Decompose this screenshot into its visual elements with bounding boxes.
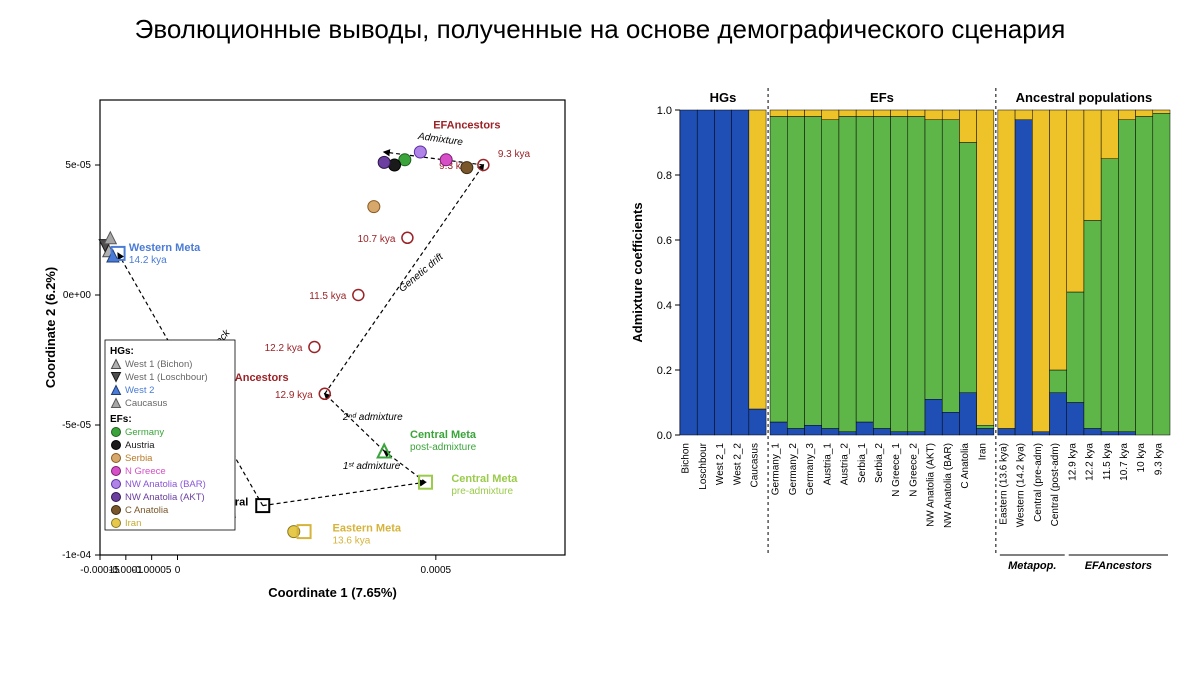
- svg-text:EFAncestors: EFAncestors: [433, 120, 500, 132]
- svg-text:West 1 (Loschbour): West 1 (Loschbour): [125, 372, 208, 383]
- svg-text:West 1 (Bichon): West 1 (Bichon): [125, 359, 192, 370]
- svg-text:Serbia_2: Serbia_2: [874, 443, 885, 483]
- svg-text:C Anatolia: C Anatolia: [125, 505, 169, 516]
- svg-text:Admixture coefficients: Admixture coefficients: [630, 202, 645, 342]
- svg-text:9.3 kya: 9.3 kya: [1153, 443, 1164, 476]
- scatter-panel: -0.00015-0.0001-0.0000500.0005-1e-04-5e-…: [25, 80, 585, 610]
- svg-text:0.8: 0.8: [657, 170, 672, 182]
- svg-text:West 2_2: West 2_2: [732, 443, 743, 485]
- svg-text:0.2: 0.2: [657, 365, 672, 377]
- svg-text:0e+00: 0e+00: [63, 290, 92, 301]
- svg-text:Eastern (13.6 kya): Eastern (13.6 kya): [998, 443, 1009, 525]
- svg-text:Serbia: Serbia: [125, 453, 153, 464]
- svg-text:N Greece_1: N Greece_1: [891, 443, 902, 497]
- svg-text:pre-admixture: pre-admixture: [451, 486, 513, 497]
- svg-text:Austria: Austria: [125, 440, 155, 451]
- svg-text:0: 0: [175, 565, 181, 576]
- svg-text:0.4: 0.4: [657, 300, 672, 312]
- svg-text:12.2 kya: 12.2 kya: [1085, 443, 1096, 481]
- svg-text:Ancestral populations: Ancestral populations: [1016, 90, 1153, 105]
- svg-text:11.5 kya: 11.5 kya: [1102, 443, 1113, 480]
- svg-text:post-admixture: post-admixture: [410, 442, 477, 453]
- svg-text:N Greece_2: N Greece_2: [908, 443, 919, 497]
- svg-text:-1e-04: -1e-04: [62, 550, 91, 561]
- svg-text:1.0: 1.0: [657, 105, 672, 117]
- svg-text:0.0: 0.0: [657, 430, 672, 442]
- svg-text:Central (pre-adm): Central (pre-adm): [1033, 443, 1044, 522]
- svg-text:Eastern Meta: Eastern Meta: [333, 523, 402, 535]
- svg-text:2ⁿᵈ admixture: 2ⁿᵈ admixture: [342, 412, 403, 423]
- svg-text:12.9 kya: 12.9 kya: [275, 390, 313, 401]
- svg-text:C Anatolia: C Anatolia: [960, 443, 971, 489]
- svg-text:HGs: HGs: [710, 90, 737, 105]
- svg-text:Austria_2: Austria_2: [840, 443, 851, 486]
- admixture-svg: 0.0 0.2 0.4 0.6 0.8 1.0 Admixture coefficients…: [625, 80, 1180, 610]
- svg-text:13.6 kya: 13.6 kya: [333, 536, 371, 547]
- svg-text:11.5 kya: 11.5 kya: [309, 291, 346, 302]
- page-title: Эволюционные выводы, полученные на основ…: [0, 14, 1200, 45]
- svg-text:N Greece: N Greece: [125, 466, 166, 477]
- svg-text:NW Anatolia (BAR): NW Anatolia (BAR): [943, 443, 954, 528]
- svg-text:10.7 kya: 10.7 kya: [1119, 443, 1130, 481]
- svg-text:Germany_3: Germany_3: [805, 443, 816, 496]
- svg-text:EFAncestors: EFAncestors: [1085, 560, 1152, 572]
- svg-text:Germany: Germany: [125, 427, 164, 438]
- svg-text:1ˢᵗ admixture: 1ˢᵗ admixture: [343, 461, 401, 472]
- svg-text:Serbia_1: Serbia_1: [857, 443, 868, 483]
- svg-text:NW Anatolia (AKT): NW Anatolia (AKT): [125, 492, 205, 503]
- admixture-panel: 0.0 0.2 0.4 0.6 0.8 1.0 Admixture coefficients…: [625, 80, 1180, 610]
- svg-text:Austria_1: Austria_1: [822, 443, 833, 486]
- svg-text:Central Meta: Central Meta: [410, 429, 477, 441]
- scatter-svg: -0.00015-0.0001-0.0000500.0005-1e-04-5e-…: [25, 80, 585, 610]
- svg-text:5e-05: 5e-05: [65, 160, 91, 171]
- svg-text:10.7 kya: 10.7 kya: [358, 234, 396, 245]
- svg-text:West 2: West 2: [125, 385, 154, 396]
- svg-text:NW Anatolia (BAR): NW Anatolia (BAR): [125, 479, 206, 490]
- svg-text:EFs:: EFs:: [110, 414, 132, 425]
- svg-text:-5e-05: -5e-05: [62, 420, 91, 431]
- svg-text:Coordinate 1 (7.65%): Coordinate 1 (7.65%): [268, 585, 397, 600]
- svg-text:9.3 kya: 9.3 kya: [498, 149, 531, 160]
- svg-text:Iran: Iran: [977, 443, 988, 460]
- svg-text:-0.00005: -0.00005: [132, 565, 172, 576]
- svg-text:Loschbour: Loschbour: [698, 442, 709, 489]
- svg-text:0.0005: 0.0005: [421, 565, 452, 576]
- svg-text:HGs:: HGs:: [110, 346, 134, 357]
- svg-text:Germany_2: Germany_2: [788, 443, 799, 496]
- svg-text:Caucasus: Caucasus: [749, 443, 760, 487]
- svg-text:Coordinate 2 (6.2%): Coordinate 2 (6.2%): [43, 267, 58, 388]
- svg-text:14.2 kya: 14.2 kya: [129, 255, 167, 266]
- svg-text:EFs: EFs: [870, 90, 894, 105]
- svg-text:West 2_1: West 2_1: [715, 443, 726, 485]
- svg-text:0.6: 0.6: [657, 235, 672, 247]
- svg-text:12.2 kya: 12.2 kya: [265, 343, 303, 354]
- svg-text:Metapop.: Metapop.: [1008, 560, 1056, 572]
- svg-text:Western Meta: Western Meta: [129, 242, 201, 254]
- svg-text:Central (post-adm): Central (post-adm): [1050, 443, 1061, 526]
- svg-text:Bichon: Bichon: [681, 443, 692, 474]
- svg-text:Central Meta: Central Meta: [451, 473, 518, 485]
- svg-text:Western (14.2 kya): Western (14.2 kya): [1016, 443, 1027, 527]
- svg-text:NW Anatolia (AKT): NW Anatolia (AKT): [926, 443, 937, 527]
- svg-text:10 kya: 10 kya: [1136, 443, 1147, 473]
- svg-text:Germany_1: Germany_1: [771, 443, 782, 496]
- svg-text:12.9 kya: 12.9 kya: [1067, 443, 1078, 481]
- svg-text:Iran: Iran: [125, 518, 141, 529]
- svg-text:Caucasus: Caucasus: [125, 398, 167, 409]
